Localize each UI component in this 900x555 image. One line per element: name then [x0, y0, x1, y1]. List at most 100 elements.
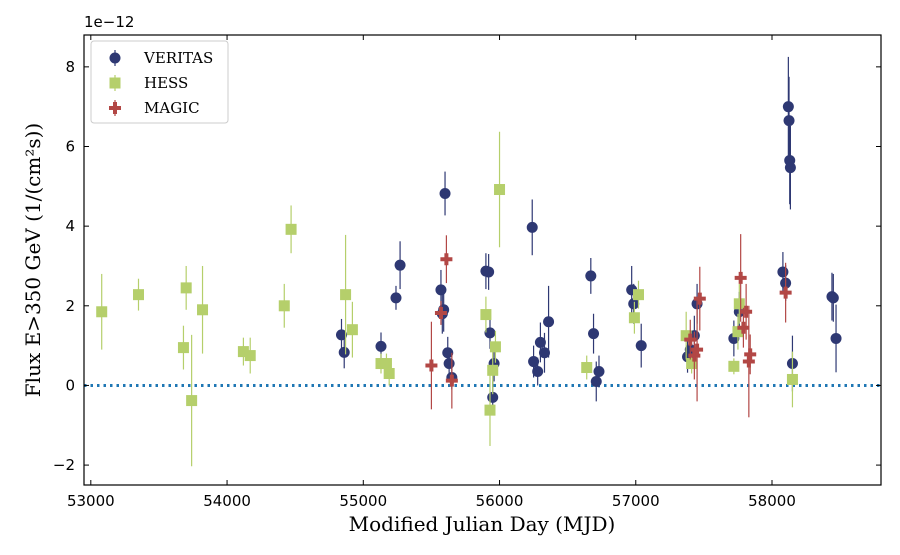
hess-point	[180, 282, 192, 294]
y-tick-label: −2	[53, 456, 75, 474]
legend-label-magic: MAGIC	[144, 99, 200, 117]
hess-point	[686, 358, 698, 370]
hess-point	[484, 404, 496, 416]
hess-point	[786, 373, 798, 385]
magic-point	[737, 321, 750, 334]
veritas-point	[528, 356, 540, 368]
axis-ticks: 53000 54000 55000 56000 57000 58000 −2 0 2 4 6 8	[53, 35, 881, 510]
veritas-point	[338, 346, 350, 358]
veritas-series	[335, 56, 842, 414]
magic-series	[425, 234, 792, 418]
magic-point	[740, 305, 753, 318]
veritas-point	[782, 101, 794, 113]
magic-point	[734, 271, 747, 284]
hess-point	[632, 289, 644, 301]
x-tick-label: 57000	[612, 492, 660, 510]
hess-point	[581, 362, 593, 374]
y-offset-text: 1e−12	[84, 13, 134, 31]
data-layer	[84, 56, 881, 467]
hess-series	[96, 131, 798, 467]
x-tick-label: 58000	[748, 492, 796, 510]
hess-point	[197, 304, 209, 316]
veritas-point	[777, 266, 789, 278]
legend-box	[90, 40, 229, 124]
veritas-point	[585, 270, 597, 282]
magic-point	[693, 292, 706, 305]
legend-label-veritas: VERITAS	[143, 49, 213, 67]
x-tick-label: 56000	[476, 492, 524, 510]
y-tick-label: 6	[65, 138, 75, 156]
legend-marker-magic	[109, 102, 121, 114]
y-tick-label: 4	[65, 217, 75, 235]
veritas-point	[827, 292, 839, 304]
magic-point	[434, 306, 447, 319]
magic-point	[425, 359, 438, 372]
veritas-point	[375, 340, 387, 352]
hess-point	[237, 346, 249, 358]
hess-point	[733, 298, 745, 310]
hess-point	[487, 364, 499, 376]
veritas-point	[588, 328, 600, 340]
hess-point	[177, 342, 189, 354]
veritas-point	[543, 316, 555, 328]
y-tick-label: 0	[65, 376, 75, 394]
veritas-point	[526, 221, 538, 233]
x-axis-label: Modified Julian Day (MJD)	[349, 512, 616, 536]
magic-point	[684, 333, 697, 346]
veritas-point	[443, 358, 455, 370]
veritas-point	[538, 347, 550, 359]
plot-frame	[83, 34, 882, 486]
magic-point	[742, 355, 755, 368]
x-tick-label: 54000	[203, 492, 251, 510]
veritas-point	[435, 284, 447, 296]
y-tick-label: 8	[65, 58, 75, 76]
veritas-point	[442, 347, 454, 359]
magic-point	[440, 253, 453, 266]
magic-point	[691, 343, 704, 356]
hess-point	[278, 300, 290, 312]
hess-point	[383, 367, 395, 379]
hess-point	[346, 324, 358, 336]
legend-label-hess: HESS	[144, 74, 188, 92]
hess-point	[628, 312, 640, 324]
veritas-point	[593, 366, 605, 378]
veritas-point	[484, 327, 496, 339]
hess-point	[680, 330, 692, 342]
hess-point	[489, 341, 501, 353]
x-tick-label: 53000	[67, 492, 115, 510]
legend-item-veritas: VERITAS	[109, 49, 213, 67]
hess-point	[480, 309, 492, 321]
hess-point	[732, 326, 744, 338]
hess-point	[132, 289, 144, 301]
hess-point	[285, 223, 297, 235]
hess-point	[728, 360, 740, 372]
veritas-point	[783, 115, 795, 127]
veritas-point	[390, 292, 402, 304]
veritas-point	[590, 375, 602, 387]
magic-point	[688, 349, 701, 362]
hess-point	[186, 395, 198, 407]
veritas-point	[532, 366, 544, 378]
veritas-point	[439, 187, 451, 199]
hess-point	[380, 358, 392, 370]
veritas-point	[394, 259, 406, 271]
hess-point	[244, 350, 256, 362]
magic-point	[744, 348, 757, 361]
legend: VERITAS HESS MAGIC	[90, 40, 229, 124]
legend-item-hess: HESS	[109, 74, 188, 92]
legend-marker-hess	[109, 77, 121, 89]
magic-point	[779, 286, 792, 299]
veritas-point	[635, 340, 647, 352]
veritas-point	[830, 332, 842, 344]
veritas-point	[784, 162, 796, 174]
x-tick-label: 55000	[339, 492, 387, 510]
magic-point	[445, 374, 458, 387]
y-tick-label: 2	[65, 297, 75, 315]
hess-point	[96, 306, 108, 318]
legend-item-magic: MAGIC	[109, 99, 200, 117]
hess-point	[494, 184, 506, 196]
legend-marker-veritas	[109, 52, 121, 64]
y-axis-label: Flux E>350 GeV (1/(cm²s))	[21, 123, 45, 397]
veritas-point	[628, 298, 640, 310]
